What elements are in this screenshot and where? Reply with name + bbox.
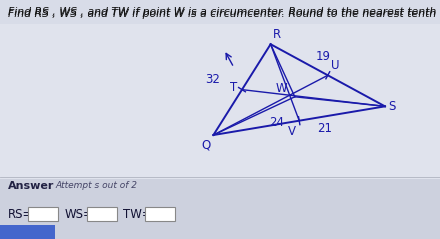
Text: Q: Q	[201, 138, 210, 151]
Text: Answer: Answer	[8, 181, 55, 191]
Text: 24: 24	[269, 116, 284, 129]
Text: WS=: WS=	[65, 207, 94, 221]
Bar	[0, 179, 440, 239]
Text: R: R	[273, 28, 281, 41]
Bar	[28, 207, 58, 221]
Bar	[0, 24, 440, 179]
Text: Find RS , WS , and TW if point W is a circumcenter. Round to the nearest tenth i: Find RS , WS , and TW if point W is a ci…	[8, 7, 440, 17]
Text: 21: 21	[317, 122, 332, 135]
Text: TW=: TW=	[123, 207, 152, 221]
Text: Find RS , WS , and TW if point W is a circumcenter. Round to the nearest tenth i: Find RS , WS , and TW if point W is a ci…	[8, 9, 440, 19]
Bar	[145, 207, 175, 221]
Text: V: V	[288, 125, 296, 138]
Text: W: W	[275, 82, 287, 95]
Text: RS=: RS=	[8, 207, 33, 221]
Text: 19: 19	[315, 50, 330, 63]
Bar	[0, 225, 55, 239]
Bar	[87, 207, 117, 221]
Text: T: T	[230, 81, 237, 94]
Text: Attempt s out of 2: Attempt s out of 2	[55, 181, 137, 190]
Text: 32: 32	[205, 73, 220, 86]
Text: U: U	[331, 59, 339, 72]
Text: S: S	[388, 100, 396, 113]
